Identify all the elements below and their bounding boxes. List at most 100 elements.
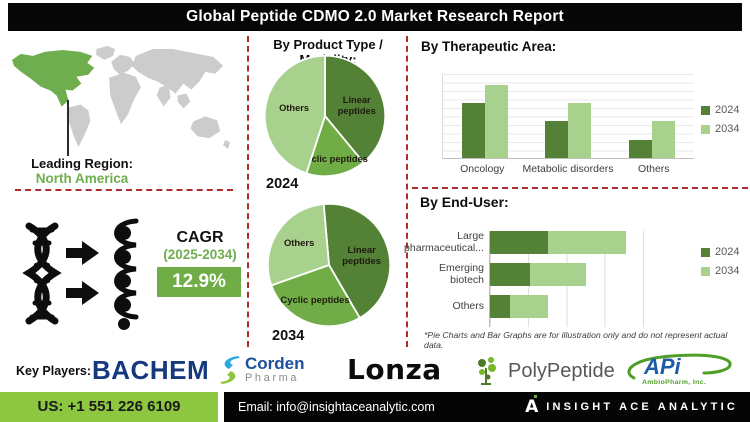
bar-segment-2024 — [490, 263, 530, 286]
end-user-plot — [489, 231, 649, 327]
bar-segment-2034 — [548, 231, 627, 254]
bar-2024 — [461, 103, 485, 158]
region-se-asia — [177, 93, 191, 109]
bar-segment-2034 — [529, 263, 587, 286]
world-map — [8, 44, 238, 158]
key-players-label: Key Players: — [16, 364, 92, 378]
continent-europe — [111, 54, 135, 75]
continent-asia — [131, 48, 224, 94]
legend-swatch — [701, 247, 710, 257]
report-title: Global Peptide CDMO 2.0 Market Research … — [8, 3, 742, 31]
section-title-end-user: By End-User: — [420, 194, 509, 210]
insight-ace-logo-icon: A — [525, 394, 539, 417]
contact-bar: Email: info@insightaceanalytic.com A INS… — [224, 392, 750, 422]
region-new-zealand — [223, 140, 231, 150]
logo-api-ambiopharm: APi AmbioPharm, Inc. — [620, 352, 742, 388]
pie-slice-label: Linear peptides — [342, 245, 381, 267]
chart-disclaimer: *Pie Charts and Bar Graphs are for illus… — [424, 330, 728, 350]
pie-slice — [266, 203, 330, 287]
divider-horizontal-map — [15, 189, 233, 191]
legend-swatch — [701, 124, 710, 134]
insight-ace-wordmark: INSIGHT ACE ANALYTIC — [546, 401, 738, 413]
pie-year-2034: 2034 — [272, 328, 305, 344]
api-sub: AmbioPharm, Inc. — [642, 379, 707, 386]
bar-2024 — [629, 140, 653, 158]
polypeptide-wordmark: PolyPeptide — [508, 359, 615, 382]
therapeutic-area-plot — [442, 74, 694, 159]
pie-slice — [322, 202, 392, 319]
transform-arrows-icon — [66, 241, 99, 305]
continent-south-america — [66, 104, 91, 148]
pie-slice-label: Others — [284, 238, 314, 249]
therapeutic-area-legend: 2024 2034 — [701, 104, 739, 135]
logo-polypeptide: PolyPeptide — [477, 356, 615, 386]
legend-swatch — [701, 266, 710, 276]
pie-slice-label: Cyclic peptides — [280, 295, 349, 306]
bar-segment-2024 — [490, 295, 510, 318]
bar-segment-2034 — [509, 295, 549, 318]
divider-horizontal-right — [412, 187, 748, 189]
end-user-legend: 2024 2034 — [701, 246, 739, 277]
continent-greenland — [96, 45, 116, 60]
email-text: Email: info@insightaceanalytic.com — [238, 400, 435, 414]
world-map-svg — [11, 45, 231, 150]
logo-bachem: BACHEM — [92, 355, 210, 385]
logo-lonza: Lonza — [347, 353, 442, 386]
stacked-bar-row — [490, 231, 649, 254]
polypeptide-icon — [478, 357, 496, 385]
bar-segment-2024 — [490, 231, 549, 254]
corden-sub: Pharma — [245, 372, 300, 385]
api-swoosh-icon — [627, 353, 732, 380]
pie-slice-label: Cyclic peptides — [300, 154, 368, 164]
divider-vertical-left — [247, 36, 249, 347]
pie-slice — [270, 264, 361, 328]
bar-2034 — [568, 102, 592, 158]
corden-wordmark: Corden — [245, 354, 305, 374]
continent-north-america — [11, 49, 95, 107]
end-user-chart: Large pharmaceutical... Emerging biotech O… — [404, 229, 649, 327]
category-label: Large pharmaceutical... — [404, 229, 485, 254]
legend-label: 2024 — [715, 104, 740, 116]
api-wordmark: APi — [644, 354, 681, 379]
legend-swatch — [701, 105, 710, 115]
continent-australia — [190, 116, 221, 139]
therapeutic-area-categories: Oncology Metabolic disorders Others — [442, 163, 694, 175]
peptide-chain-icon — [114, 218, 139, 330]
pie-year-2024: 2024 — [266, 176, 299, 192]
bar-2034 — [652, 121, 676, 158]
leading-region-value: North America — [35, 171, 129, 186]
bar-group — [629, 74, 676, 158]
legend-item: 2024 — [701, 246, 739, 258]
pie-slice-label: Linear peptides — [338, 95, 376, 116]
category-label: Others — [452, 299, 484, 312]
map-leader-line — [67, 100, 69, 156]
legend-label: 2034 — [715, 123, 740, 135]
corden-icon — [220, 356, 240, 384]
bar-group — [545, 74, 592, 158]
pie-slice-label: Others — [279, 103, 309, 113]
divider-vertical-right — [406, 36, 408, 347]
continent-africa — [109, 72, 141, 125]
cagr-period: (2025-2034) — [163, 247, 237, 262]
end-user-categories: Large pharmaceutical... Emerging biotech O… — [404, 229, 489, 327]
dna-icon — [22, 222, 62, 325]
cagr-label: CAGR — [176, 229, 224, 246]
pie-slice — [324, 54, 387, 164]
legend-label: 2024 — [715, 246, 740, 258]
category-label: Metabolic disorders — [522, 163, 614, 175]
logo-corden-pharma: Corden Pharma — [219, 355, 305, 385]
category-label: Others — [638, 163, 670, 175]
legend-item: 2034 — [701, 123, 739, 135]
bar-2024 — [545, 121, 569, 158]
region-india — [156, 84, 171, 107]
bar-group — [461, 74, 508, 158]
cagr-value-badge: 12.9% — [157, 267, 241, 297]
pie-slice — [263, 54, 326, 175]
pie-chart-2034: Linear peptides Cyclic peptides Others — [266, 202, 392, 328]
insight-ace-brand: A INSIGHT ACE ANALYTIC — [525, 392, 738, 422]
legend-label: 2034 — [715, 265, 740, 277]
pie-chart-2024: Linear peptides Cyclic peptides Others — [263, 54, 387, 178]
stacked-bar-row — [490, 295, 649, 318]
phone-banner: US: +1 551 226 6109 — [0, 392, 218, 422]
